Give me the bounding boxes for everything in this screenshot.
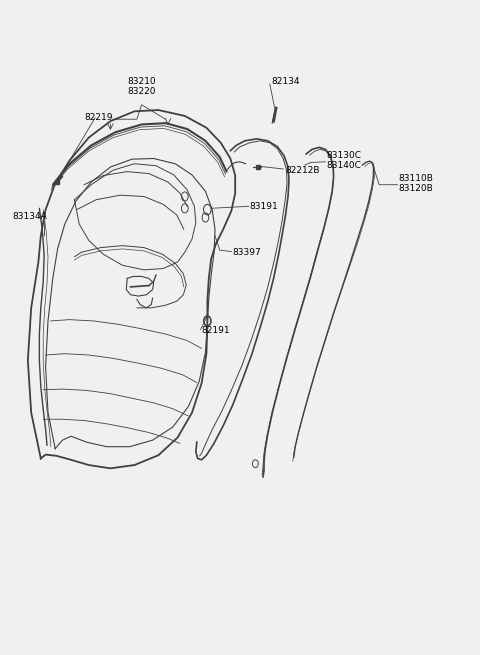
Text: 83134A: 83134A	[12, 212, 47, 221]
Text: 83110B
83120B: 83110B 83120B	[398, 174, 433, 193]
Text: 82212B: 82212B	[286, 166, 320, 175]
Text: 82219: 82219	[84, 113, 112, 122]
Text: 83191: 83191	[250, 202, 278, 211]
Text: 82191: 82191	[202, 326, 230, 335]
Text: 83397: 83397	[233, 248, 262, 257]
Text: 83130C
83140C: 83130C 83140C	[326, 151, 361, 170]
Text: 83210
83220: 83210 83220	[127, 77, 156, 96]
Text: 82134: 82134	[271, 77, 300, 86]
